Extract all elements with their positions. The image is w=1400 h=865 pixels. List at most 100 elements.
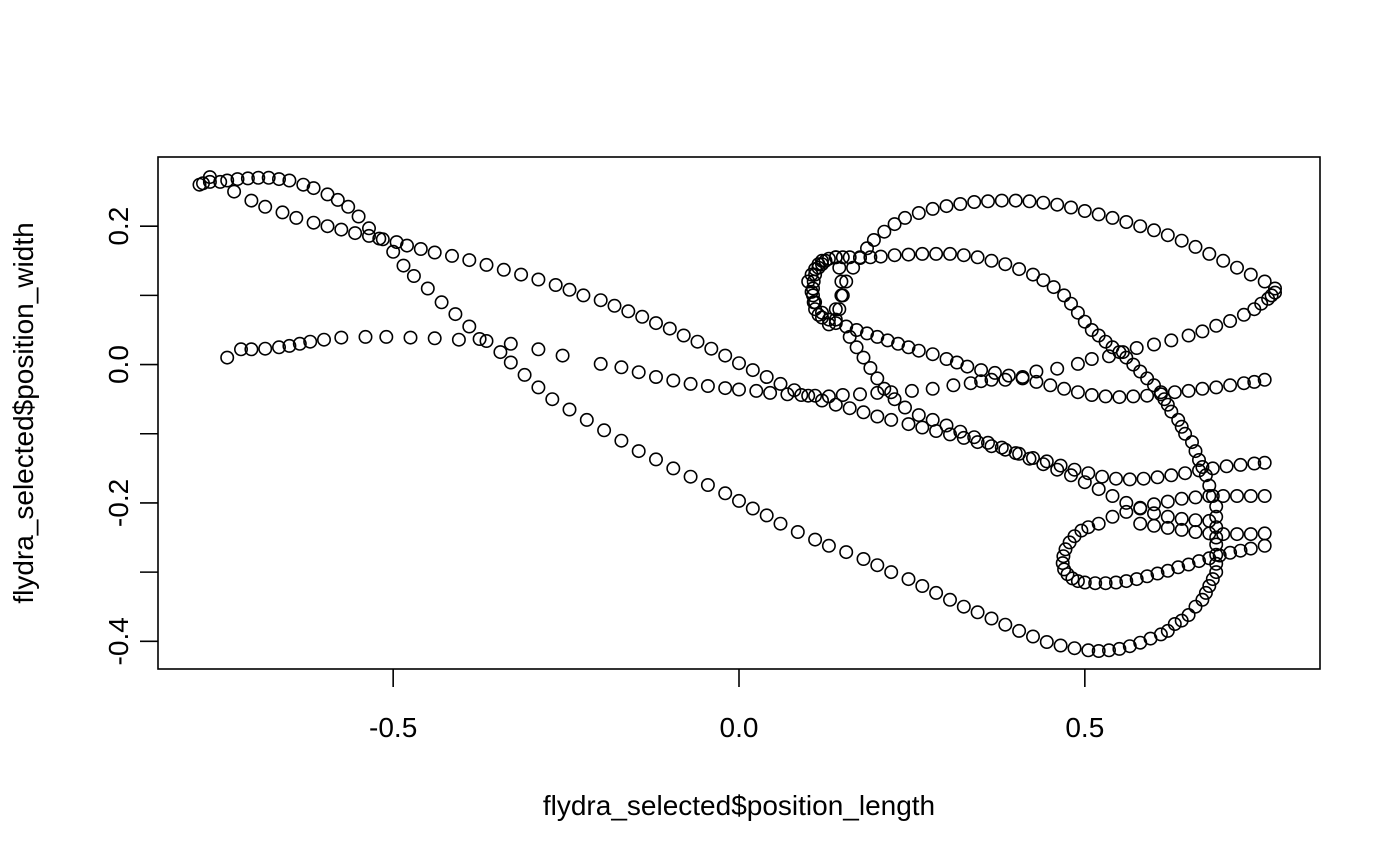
data-point (1153, 387, 1168, 402)
data-point (911, 408, 926, 423)
data-point (1223, 545, 1238, 560)
data-point (607, 298, 622, 313)
data-point (1195, 381, 1210, 396)
data-point (856, 551, 871, 566)
data-point (718, 381, 733, 396)
data-point (787, 383, 802, 398)
data-point (984, 253, 999, 268)
data-point (1109, 575, 1124, 590)
data-point (240, 171, 255, 186)
data-point (814, 393, 829, 408)
data-point (296, 177, 311, 192)
data-point (897, 400, 912, 415)
data-point (1243, 488, 1258, 503)
data-point (1181, 383, 1196, 398)
data-point (1091, 207, 1106, 222)
data-point (852, 387, 867, 402)
data-point (1181, 607, 1196, 622)
data-point (1174, 511, 1189, 526)
data-point (942, 427, 957, 442)
data-point (234, 342, 249, 357)
data-point (1192, 463, 1207, 478)
data-point (963, 376, 978, 391)
data-point (870, 385, 885, 400)
data-point (887, 217, 902, 232)
data-point (1140, 388, 1155, 403)
data-point (759, 508, 774, 523)
data-point (1122, 472, 1137, 487)
data-point (1178, 426, 1193, 441)
data-point (1029, 374, 1044, 389)
data-point (1216, 488, 1231, 503)
data-point (877, 381, 892, 396)
data-point (1243, 527, 1258, 542)
data-point (1192, 452, 1207, 467)
data-point (1105, 488, 1120, 503)
data-point (942, 592, 957, 607)
data-point (1198, 585, 1213, 600)
data-point (289, 210, 304, 225)
data-point (330, 192, 345, 207)
data-point (1136, 471, 1151, 486)
data-point (275, 205, 290, 220)
data-point (866, 233, 881, 248)
data-point (1001, 368, 1016, 383)
data-point (192, 177, 207, 192)
data-point (303, 334, 318, 349)
data-point (1209, 509, 1224, 524)
data-point (1174, 491, 1189, 506)
data-point (1188, 490, 1203, 505)
data-point (1150, 470, 1165, 485)
data-point (984, 611, 999, 626)
data-point (548, 277, 563, 292)
data-point (773, 376, 788, 391)
data-point (1171, 560, 1186, 575)
data-point (1233, 543, 1248, 558)
data-point (1268, 281, 1283, 296)
data-point (763, 385, 778, 400)
data-point (292, 336, 307, 351)
data-point (929, 246, 944, 261)
data-point (1167, 385, 1182, 400)
data-point (1243, 267, 1258, 282)
data-point (403, 330, 418, 345)
data-point (870, 371, 885, 386)
data-point (808, 532, 823, 547)
data-point (1084, 322, 1099, 337)
data-point (334, 330, 349, 345)
data-point (220, 173, 235, 188)
points-layer (192, 170, 1283, 658)
data-point (808, 388, 823, 403)
data-point (1147, 337, 1162, 352)
data-point (1171, 412, 1186, 427)
data-point (911, 206, 926, 221)
data-point (942, 246, 957, 261)
data-point (925, 381, 940, 396)
data-point (1119, 215, 1134, 230)
data-point (434, 295, 449, 310)
data-point (493, 345, 508, 360)
data-point (897, 210, 912, 225)
data-point (1205, 572, 1220, 587)
data-point (334, 222, 349, 237)
data-point (1236, 376, 1251, 391)
data-point (1036, 457, 1051, 472)
data-point (1077, 575, 1092, 590)
data-point (306, 181, 321, 196)
data-point (1133, 500, 1148, 515)
data-point (514, 267, 529, 282)
data-point (1008, 193, 1023, 208)
data-point (745, 363, 760, 378)
data-point (399, 238, 414, 253)
data-point (1247, 456, 1262, 471)
data-point (925, 201, 940, 216)
data-point (1160, 228, 1175, 243)
data-point (1160, 520, 1175, 535)
data-point (849, 340, 864, 355)
data-point (1164, 468, 1179, 483)
data-point (794, 387, 809, 402)
data-point (1012, 623, 1027, 638)
data-point (998, 372, 1013, 387)
data-point (856, 405, 871, 420)
